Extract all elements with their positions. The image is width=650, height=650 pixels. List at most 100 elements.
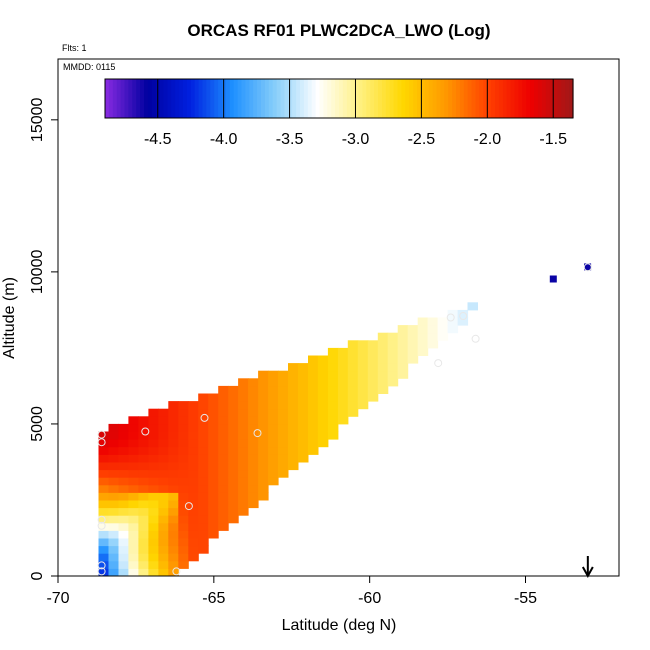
colorbar-segment — [108, 79, 114, 118]
heatmap-cell — [128, 538, 139, 547]
heatmap-cell — [407, 347, 419, 356]
heatmap-cell — [268, 469, 279, 478]
colorbar-segment — [198, 79, 204, 118]
heatmap-cell — [178, 560, 189, 569]
heatmap-cell — [258, 469, 269, 478]
heatmap-cell — [198, 484, 209, 493]
heatmap-cell — [268, 401, 279, 410]
heatmap-cell — [198, 462, 209, 471]
heatmap-cell — [98, 446, 109, 455]
heatmap-cell — [138, 515, 149, 524]
heatmap-cell — [357, 385, 369, 394]
colorbar-segment — [366, 79, 371, 118]
heatmap-cell — [308, 393, 319, 402]
heatmap-cell — [268, 439, 279, 448]
heatmap-cell — [198, 446, 209, 455]
heatmap-cell — [387, 347, 399, 356]
heatmap-cell — [208, 492, 219, 501]
heatmap-cell — [158, 553, 169, 562]
heatmap-cell — [168, 469, 179, 478]
heatmap-cell — [367, 385, 379, 394]
heatmap-cell — [278, 454, 289, 463]
heatmap-cell — [377, 385, 389, 394]
heatmap-cell — [108, 492, 119, 501]
heatmap-cell — [108, 560, 119, 569]
heatmap-cell — [298, 378, 309, 387]
heatmap-cell — [148, 454, 159, 463]
colorbar-segment — [222, 79, 227, 118]
heatmap-cell — [168, 446, 179, 455]
heatmap-cell — [158, 545, 169, 554]
heatmap-cell — [317, 423, 329, 432]
heatmap-cell — [238, 492, 249, 501]
colorbar-segment — [381, 79, 387, 118]
heatmap-cell — [158, 484, 169, 493]
heatmap-cell — [278, 378, 289, 387]
heatmap-cell — [138, 507, 149, 516]
colorbar-tick-label: -2.0 — [474, 131, 502, 148]
heatmap-cell — [138, 492, 149, 501]
heatmap-cell — [108, 423, 119, 432]
heatmap-cell — [148, 530, 159, 539]
heatmap-cell — [238, 401, 249, 410]
heatmap-cell — [228, 492, 239, 501]
colorbar-segment — [432, 79, 438, 118]
colorbar-segment — [534, 79, 539, 118]
heatmap-cell — [128, 477, 139, 486]
heatmap-cell — [258, 431, 269, 440]
heatmap-cell — [387, 332, 399, 341]
heatmap-cell — [337, 355, 349, 364]
heatmap-cell — [228, 408, 239, 417]
heatmap-cell — [278, 393, 289, 402]
colorbar-segment — [526, 79, 531, 118]
colorbar: -4.5 -4.0 -3.5 -3.0 -2.5 -2.0 -1.5 — [104, 78, 574, 148]
heatmap-cell — [128, 446, 139, 455]
heatmap-cell — [108, 515, 119, 524]
colorbar-segment — [175, 79, 180, 118]
heatmap-cell — [128, 439, 139, 448]
heatmap-cell — [118, 515, 129, 524]
heatmap-cell — [158, 416, 169, 425]
heatmap-cell — [357, 347, 369, 356]
heatmap-cell — [168, 538, 179, 547]
colorbar-segment — [276, 79, 282, 118]
heatmap-cell — [138, 500, 149, 509]
sample-point — [583, 263, 592, 272]
heatmap-cell — [387, 370, 399, 379]
colorbar-segment — [120, 79, 126, 118]
colorbar-segment — [245, 79, 250, 118]
heatmap-cell — [288, 385, 299, 394]
heatmap-cell — [248, 500, 259, 509]
sample-point — [172, 567, 181, 576]
heatmap-cell — [98, 462, 109, 471]
heatmap-cell — [238, 423, 249, 432]
colorbar-segment — [495, 79, 500, 118]
heatmap-cell — [128, 553, 139, 562]
colorbar-segment — [311, 79, 317, 118]
sample-point — [446, 313, 455, 322]
x-tick-label: -55 — [514, 590, 537, 607]
heatmap-cell — [397, 332, 409, 341]
colorbar-tick-label: -4.5 — [144, 131, 172, 148]
heatmap-cell — [317, 378, 329, 387]
colorbar-segment — [444, 79, 449, 118]
arrow-down-icon — [581, 556, 594, 579]
colorbar-segment — [292, 79, 297, 118]
x-axis: -70 -65 -60 -55 — [46, 576, 537, 607]
heatmap-cell — [317, 393, 329, 402]
heatmap-cell — [248, 484, 259, 493]
colorbar-segment — [506, 79, 512, 118]
sample-points — [97, 263, 592, 576]
sample-point — [97, 430, 106, 439]
heatmap-cell — [168, 515, 179, 524]
heatmap-cell — [138, 545, 149, 554]
heatmap-cell — [118, 522, 129, 531]
heatmap-cell — [108, 484, 119, 493]
heatmap-cell — [178, 545, 189, 554]
heatmap-cell — [188, 431, 199, 440]
colorbar-segment — [331, 79, 336, 118]
heatmap-cell — [168, 492, 179, 501]
heatmap-cell — [98, 439, 109, 448]
heatmap-cell — [298, 408, 309, 417]
heatmap-cell — [118, 530, 129, 539]
